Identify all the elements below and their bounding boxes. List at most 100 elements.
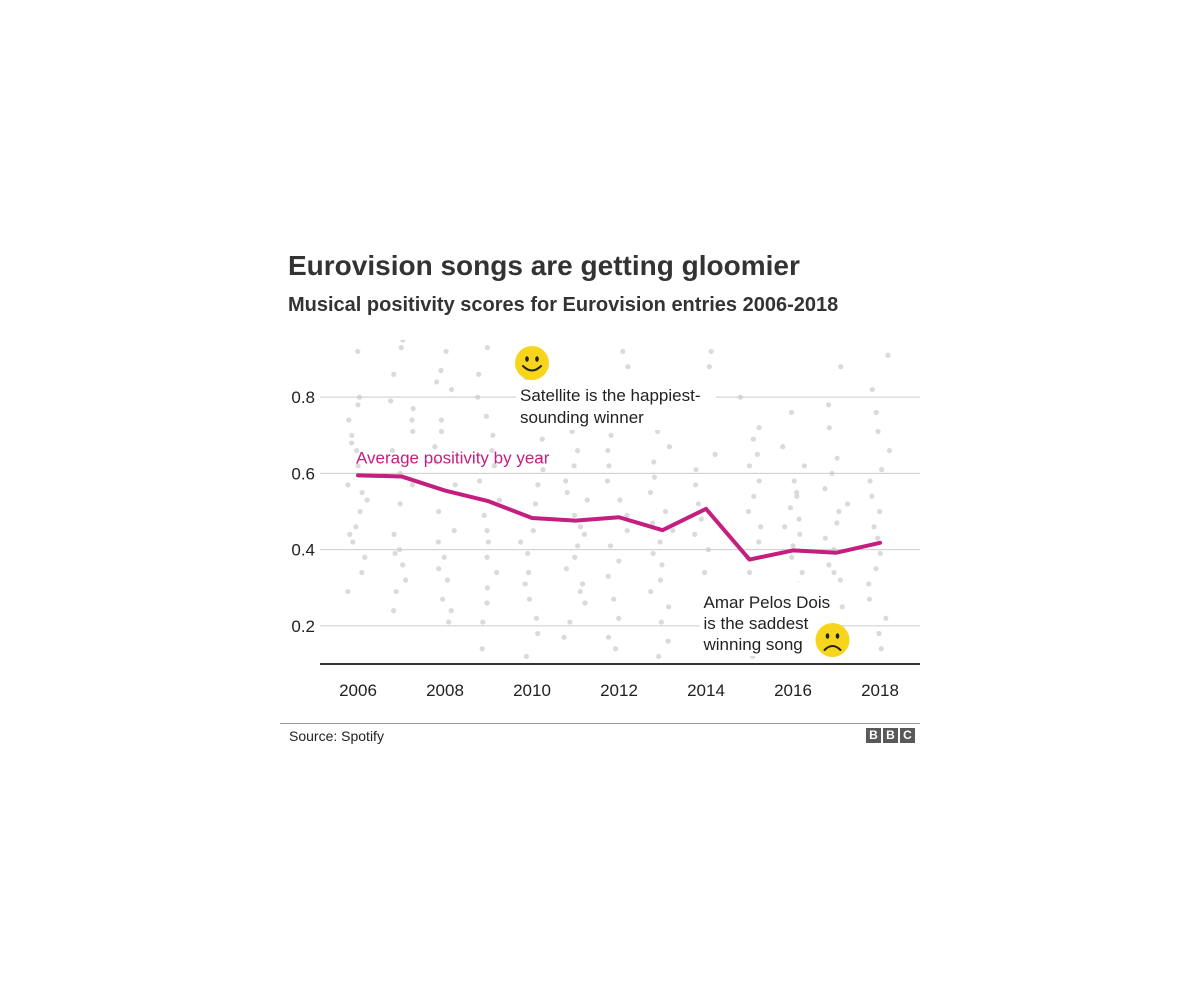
entry-point	[517, 539, 524, 545]
entry-point	[789, 554, 795, 560]
entry-point	[539, 436, 545, 442]
entry-point	[400, 340, 406, 343]
average-positivity-line	[356, 473, 882, 562]
entry-point	[788, 409, 795, 416]
entry-point	[569, 428, 575, 435]
entry-point	[751, 493, 757, 499]
entry-point	[561, 634, 567, 640]
annotation-text: is the saddest	[704, 614, 809, 633]
entry-point	[490, 432, 496, 438]
entry-point	[432, 444, 438, 450]
entry-point	[353, 524, 359, 530]
entry-point	[403, 577, 409, 583]
entry-point	[822, 535, 828, 541]
entry-point	[523, 653, 530, 659]
entry-point	[706, 364, 712, 370]
entry-point	[400, 562, 406, 568]
entry-point	[443, 348, 449, 355]
x-tick-label: 2012	[600, 681, 638, 700]
face-mouth	[823, 645, 842, 651]
chart-subtitle: Musical positivity scores for Eurovision…	[288, 294, 839, 316]
entry-point	[822, 486, 828, 492]
entry-point	[438, 417, 445, 423]
logo-letter: B	[883, 728, 898, 743]
entry-point	[530, 527, 536, 534]
entry-point	[577, 588, 583, 595]
entry-point	[780, 444, 786, 450]
entry-point	[750, 436, 756, 442]
entry-point	[836, 508, 842, 515]
entry-point	[489, 447, 495, 454]
entry-point	[409, 417, 415, 423]
entry-point	[438, 367, 444, 374]
entry-point	[349, 440, 355, 446]
entry-point	[657, 577, 664, 583]
series-label: Average positivity by year	[356, 448, 550, 467]
entry-point	[388, 398, 394, 404]
entry-point	[535, 630, 541, 637]
entry-point	[349, 432, 355, 438]
entry-point	[525, 569, 532, 576]
entry-point	[655, 428, 661, 435]
entry-point	[651, 459, 657, 465]
entry-point	[483, 413, 489, 419]
annotation-text: Satellite is the happiest-	[520, 386, 701, 405]
entry-point	[525, 550, 531, 557]
entry-point	[873, 566, 879, 572]
logo-letter: C	[900, 728, 915, 743]
entry-point	[648, 588, 654, 595]
entry-point	[364, 497, 370, 503]
entry-point	[801, 463, 807, 469]
footer-divider	[280, 723, 920, 724]
entry-point	[617, 497, 623, 503]
entry-point	[650, 550, 656, 557]
entry-point	[362, 554, 368, 560]
entry-point	[434, 379, 440, 385]
entry-point	[345, 588, 351, 595]
entry-point	[359, 569, 365, 576]
bbc-logo: B B C	[866, 728, 915, 743]
x-tick-label: 2018	[861, 681, 899, 700]
entry-point	[708, 348, 714, 355]
entry-point	[799, 569, 805, 576]
entry-point	[745, 508, 752, 515]
entry-point	[838, 364, 844, 370]
entry-point	[452, 482, 458, 488]
entry-point	[876, 630, 882, 637]
face-mouth	[522, 365, 542, 372]
entry-point	[794, 493, 800, 499]
x-tick-label: 2006	[339, 681, 377, 700]
entry-point	[616, 558, 622, 564]
entry-point	[712, 451, 718, 457]
entry-point	[355, 402, 361, 408]
entry-point	[624, 527, 630, 534]
entry-point	[662, 508, 669, 515]
annotation-text: winning song	[703, 635, 803, 654]
entry-point	[391, 531, 397, 537]
series-layer: Average positivity by year	[356, 448, 882, 562]
entry-point	[791, 478, 797, 484]
entry-point	[577, 524, 584, 530]
chart-figure: Eurovision songs are getting gloomier Mu…	[280, 250, 920, 750]
entry-point	[484, 600, 490, 606]
annotation-backdrop	[516, 380, 716, 430]
entry-point	[484, 527, 490, 534]
entry-point	[354, 447, 360, 454]
source-note: Source: Spotify	[289, 728, 384, 744]
entry-point	[581, 531, 588, 537]
entry-point	[659, 562, 665, 568]
y-tick-label: 0.4	[291, 541, 315, 560]
entry-point	[871, 524, 877, 530]
entry-point	[886, 447, 893, 454]
entry-point	[389, 447, 395, 454]
entry-point	[797, 531, 803, 537]
annotation-text: sounding winner	[520, 408, 644, 427]
entry-point	[756, 539, 762, 545]
entry-point	[625, 364, 631, 370]
entry-point	[666, 604, 672, 610]
entry-point	[476, 371, 482, 377]
entry-point	[875, 428, 881, 435]
entry-point	[877, 550, 883, 557]
entry-point	[837, 577, 843, 583]
entry-point	[582, 600, 588, 606]
